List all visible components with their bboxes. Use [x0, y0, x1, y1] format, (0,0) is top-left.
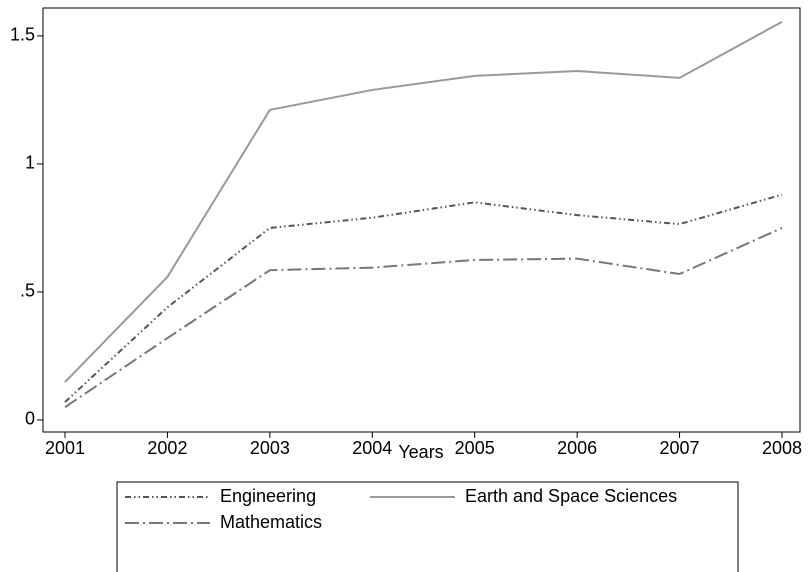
x-tick-label: 2001: [45, 438, 85, 458]
x-tick-label: 2007: [660, 438, 700, 458]
y-tick-label: 1.5: [10, 25, 35, 45]
legend-label: Earth and Space Sciences: [465, 486, 677, 506]
x-tick-label: 2002: [147, 438, 187, 458]
legend-label: Engineering: [220, 486, 316, 506]
x-tick-label: 2005: [455, 438, 495, 458]
series-line: [64, 193, 783, 403]
x-tick-label: 2008: [762, 438, 802, 458]
x-tick-label: 2006: [557, 438, 597, 458]
series-line: [64, 227, 783, 408]
plot-frame: [42, 7, 801, 433]
y-tick-label: 0: [25, 409, 35, 429]
y-tick-label: .5: [20, 281, 35, 301]
y-tick-label: 1: [25, 153, 35, 173]
legend-label: Mathematics: [220, 512, 322, 532]
x-axis-label: Years: [398, 442, 443, 462]
x-tick-label: 2003: [250, 438, 290, 458]
legend-box: [116, 481, 739, 572]
x-tick-label: 2004: [352, 438, 392, 458]
series-line: [64, 20, 783, 383]
